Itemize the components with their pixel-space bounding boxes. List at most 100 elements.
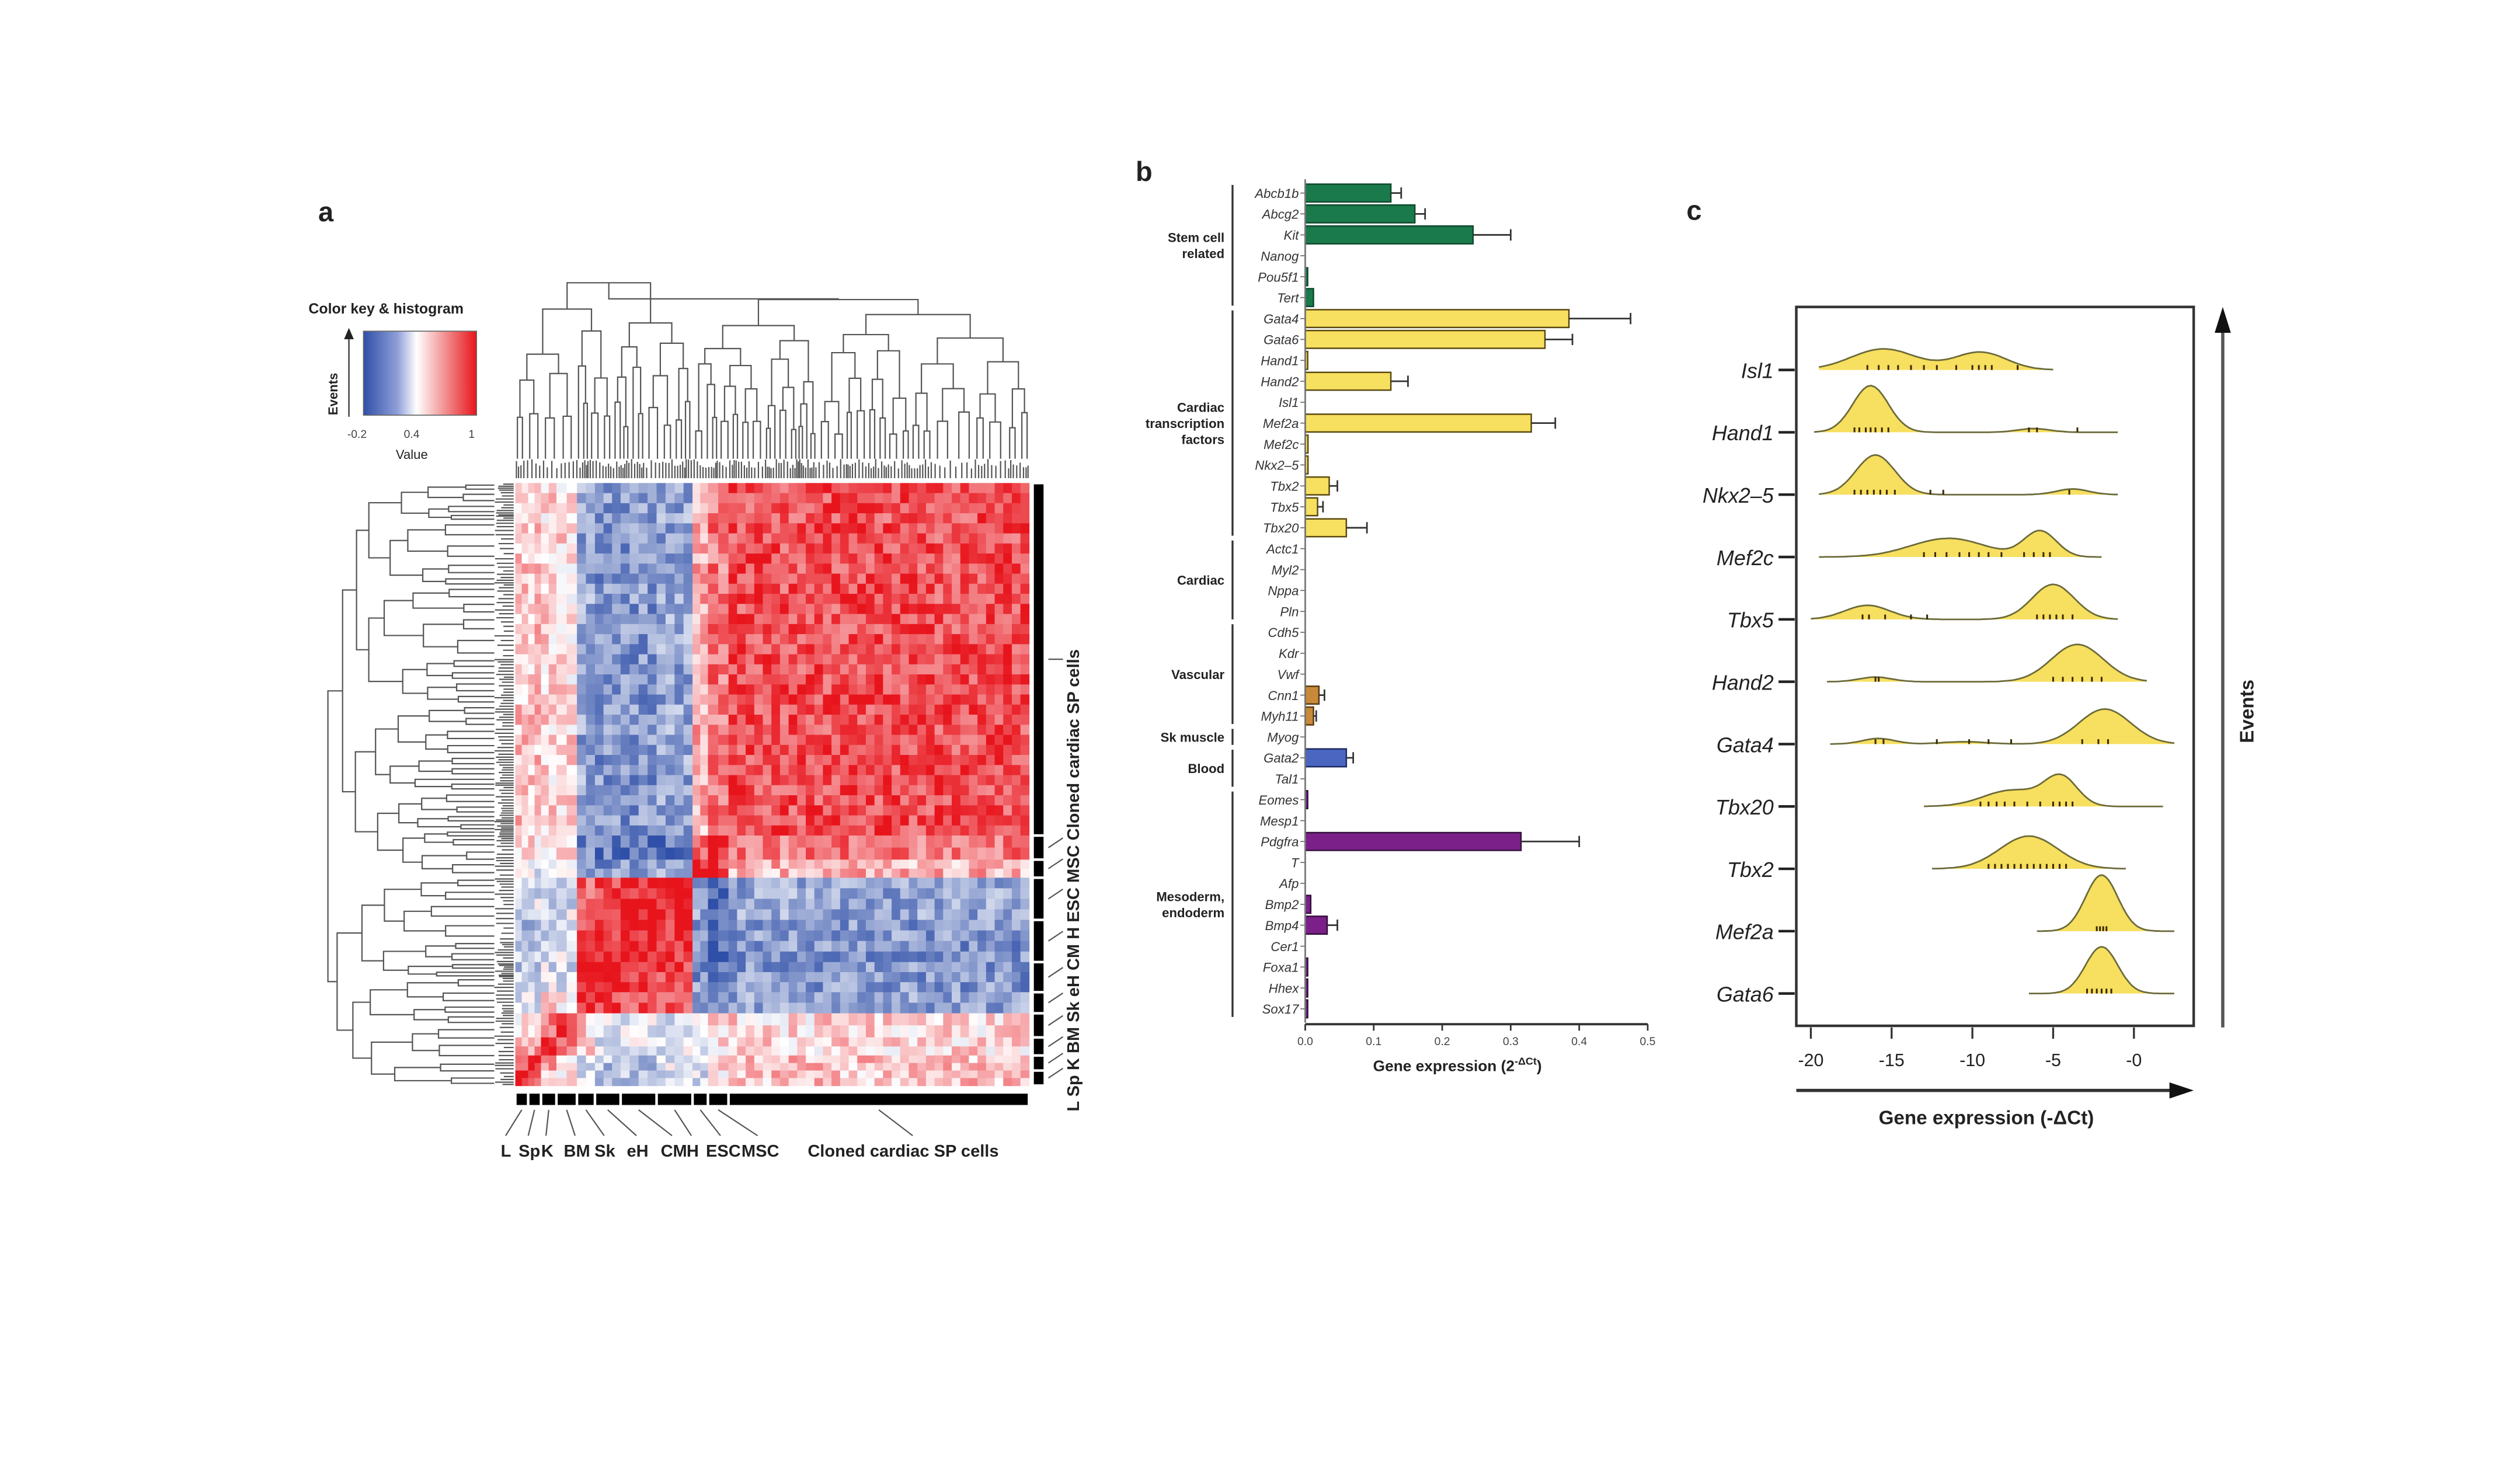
heatmap-cell <box>737 1063 746 1071</box>
color-key-tick: -0.2 <box>347 428 367 441</box>
heatmap-cell <box>952 951 961 963</box>
heatmap-cell <box>874 868 884 879</box>
heatmap-cell <box>620 1063 631 1071</box>
heatmap-cell <box>718 694 729 705</box>
heatmap-cell <box>674 755 684 766</box>
heatmap-cell <box>708 734 719 746</box>
heatmap-cell <box>683 594 693 605</box>
heatmap-cell <box>960 614 970 625</box>
heatmap-cell <box>656 765 666 776</box>
heatmap-cell <box>848 634 858 645</box>
heatmap-cell <box>612 765 621 776</box>
heatmap-cell <box>823 992 832 1004</box>
heatmap-cell <box>708 594 719 605</box>
heatmap-cell <box>528 972 535 983</box>
heatmap-cell <box>986 1070 996 1079</box>
heatmap-cell <box>977 1046 987 1056</box>
heatmap-cell <box>674 573 684 584</box>
heatmap-cell <box>708 543 719 554</box>
heatmap-cell <box>612 674 621 685</box>
heatmap-cell <box>603 1070 613 1079</box>
heatmap-cell <box>874 1070 884 1079</box>
heatmap-cell <box>788 1078 798 1087</box>
gene-label: Bmp4 <box>1265 918 1299 933</box>
heatmap-cell <box>840 909 850 921</box>
heatmap-cell <box>814 836 824 848</box>
heatmap-cell <box>763 888 772 900</box>
heatmap-cell <box>797 1002 806 1014</box>
group-label: factors <box>1181 433 1224 447</box>
heatmap-cell <box>586 982 596 993</box>
heatmap-cell <box>848 533 858 544</box>
heatmap-cell <box>556 1070 568 1079</box>
heatmap-cell <box>969 1025 978 1038</box>
heatmap-cell <box>952 664 961 675</box>
heatmap-cell <box>934 785 944 796</box>
heatmap-cell <box>934 583 944 594</box>
heatmap-cell <box>1011 744 1021 756</box>
heatmap-cell <box>594 483 604 494</box>
x-axis-label-superscript: -ΔCt <box>1515 1055 1537 1067</box>
row-group-marker <box>1033 879 1044 919</box>
heatmap-cell <box>541 909 549 921</box>
heatmap-cell <box>612 694 621 705</box>
heatmap-cell <box>534 982 542 993</box>
dendrogram-link <box>1021 412 1028 459</box>
heatmap-cell <box>728 1046 738 1056</box>
heatmap-cell <box>771 847 781 861</box>
heatmap-cell <box>638 765 648 776</box>
heatmap-cell <box>883 704 892 715</box>
heatmap-cell <box>586 493 596 504</box>
heatmap-cell <box>917 604 927 615</box>
heatmap-cell <box>656 847 666 861</box>
heatmap-cell <box>548 859 557 869</box>
heatmap-cell <box>900 503 910 514</box>
heatmap-cell <box>638 563 648 575</box>
dendrogram-link <box>356 530 369 650</box>
heatmap-cell <box>909 533 918 544</box>
heatmap-cell <box>737 765 746 776</box>
heatmap-cell <box>788 533 798 544</box>
heatmap-cell <box>548 805 557 816</box>
heatmap-cell <box>586 836 596 848</box>
column-group-label: eH <box>626 1142 648 1161</box>
heatmap-cell <box>620 644 631 655</box>
heatmap-cell <box>806 734 815 746</box>
heatmap-cell <box>683 909 693 921</box>
heatmap-cell <box>1003 684 1012 695</box>
heatmap-cell <box>797 899 806 910</box>
heatmap-cell <box>900 878 910 889</box>
heatmap-cell <box>779 644 789 655</box>
density-area <box>1811 584 2118 619</box>
heatmap-cell <box>737 684 746 695</box>
heatmap-cell <box>708 909 719 921</box>
heatmap-cell <box>515 604 523 615</box>
dendrogram-link <box>436 972 495 977</box>
heatmap-cell <box>620 1046 631 1056</box>
dendrogram-link <box>451 783 495 790</box>
column-group-label: MSC <box>742 1142 779 1161</box>
dendrogram-link <box>752 420 761 459</box>
heatmap-cell <box>541 694 549 705</box>
heatmap-cell <box>840 825 850 836</box>
heatmap-cell <box>1020 604 1030 615</box>
heatmap-cell <box>814 920 824 931</box>
heatmap-cell <box>586 930 596 942</box>
heatmap-cell <box>556 951 568 963</box>
heatmap-cell <box>692 1013 701 1026</box>
heatmap-cell <box>763 493 772 504</box>
heatmap-cell <box>917 573 927 584</box>
heatmap-cell <box>515 644 523 655</box>
heatmap-cell <box>874 513 884 524</box>
heatmap-cell <box>515 847 523 861</box>
heatmap-cell <box>754 836 764 848</box>
heatmap-cell <box>934 704 944 715</box>
heatmap-cell <box>865 483 875 494</box>
heatmap-cell <box>620 503 631 514</box>
heatmap-cell <box>728 604 738 615</box>
dendrogram-link <box>581 330 602 378</box>
column-group-marker <box>558 1094 576 1105</box>
heatmap-cell <box>952 493 961 504</box>
gene-label: Hand2 <box>1261 374 1299 389</box>
heatmap-cell <box>612 634 621 645</box>
